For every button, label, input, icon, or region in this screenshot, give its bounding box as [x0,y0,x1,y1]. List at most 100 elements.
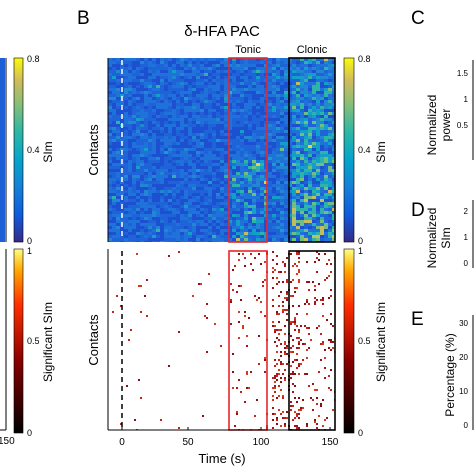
heatmap-cell [116,121,120,124]
heatmap-cell [108,226,112,229]
heatmap-cell [108,190,112,193]
significant-cell [258,253,260,255]
significant-cell [318,371,320,373]
heatmap-cell [292,100,296,103]
heatmap-cell [304,142,308,145]
heatmap-cell [284,148,288,151]
heatmap-cell [156,130,160,133]
significant-cell [272,377,274,379]
heatmap-cell [116,67,120,70]
significant-cell [290,373,292,375]
heatmap-cell [160,100,164,103]
heatmap-cell [324,103,328,106]
heatmap-cell [296,238,300,241]
heatmap-cell [140,76,144,79]
significant-cell [278,373,280,375]
heatmap-cell [236,193,240,196]
heatmap-cell [188,232,192,235]
significant-cell [274,365,276,367]
heatmap-cell [160,229,164,232]
heatmap-cell [236,208,240,211]
heatmap-cell [316,124,320,127]
heatmap-cell [184,121,188,124]
heatmap-cell [328,226,332,229]
heatmap-cell [272,226,276,229]
heatmap-cell [196,106,200,109]
heatmap-cell [320,157,324,160]
heatmap-cell [280,142,284,145]
heatmap-cell [304,100,308,103]
heatmap-cell [316,64,320,67]
heatmap-cell [260,64,264,67]
significant-cell [330,369,332,371]
heatmap-cell [328,193,332,196]
heatmap-cell [200,196,204,199]
heatmap-cell [164,211,168,214]
heatmap-cell [232,193,236,196]
heatmap-cell [244,178,248,181]
significant-cell [284,265,286,267]
heatmap-cell [244,70,248,73]
heatmap-cell [176,214,180,217]
significant-cell [274,385,276,387]
heatmap-cell [324,196,328,199]
heatmap-cell [160,220,164,223]
heatmap-cell [200,160,204,163]
heatmap-cell [148,175,152,178]
heatmap-cell [188,115,192,118]
heatmap-cell [140,205,144,208]
heatmap-cell [204,76,208,79]
heatmap-cell [300,118,304,121]
heatmap-cell [124,178,128,181]
heatmap-cell [160,148,164,151]
significant-cell [306,327,308,329]
heatmap-cell [288,61,292,64]
heatmap-cell [160,106,164,109]
heatmap-cell [332,109,335,112]
heatmap-cell [320,208,324,211]
significant-cell [238,337,240,339]
heatmap-cell [116,187,120,190]
heatmap-cell [220,193,224,196]
significant-cell [292,339,294,341]
heatmap-cell [144,172,148,175]
heatmap-cell [184,79,188,82]
significant-cell [296,401,298,403]
heatmap-cell [180,190,184,193]
heatmap-cell [124,241,128,242]
heatmap-cell [156,145,160,148]
heatmap-cell [144,94,148,97]
heatmap-cell [212,238,216,241]
heatmap-cell [136,190,140,193]
heatmap-cell [172,103,176,106]
heatmap-cell [280,91,284,94]
heatmap-cell [328,229,332,232]
heatmap-cell [156,88,160,91]
heatmap-cell [212,109,216,112]
heatmap-cell [200,226,204,229]
heatmap-cell [216,145,220,148]
heatmap-cell [228,232,232,235]
significant-cell [330,289,332,291]
heatmap-cell [224,232,228,235]
left-colorbar-top-label: SIm [41,141,55,162]
heatmap-cell [184,211,188,214]
heatmap-cell [244,154,248,157]
heatmap-cell [164,118,168,121]
heatmap-cell [116,136,120,139]
heatmap-cell [192,208,196,211]
heatmap-cell [244,67,248,70]
heatmap-cell [308,142,312,145]
heatmap-cell [296,157,300,160]
heatmap-cell [232,175,236,178]
heatmap-cell [220,169,224,172]
heatmap-cell [132,181,136,184]
heatmap-cell [220,208,224,211]
heatmap-cell [236,223,240,226]
heatmap-cell [144,205,148,208]
significant-cell [290,405,292,407]
heatmap-cell [308,67,312,70]
significant-cell [300,363,302,365]
heatmap-cell [120,220,124,223]
heatmap-cell [124,199,128,202]
